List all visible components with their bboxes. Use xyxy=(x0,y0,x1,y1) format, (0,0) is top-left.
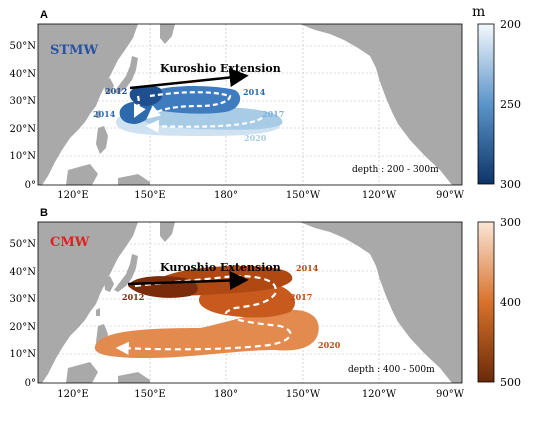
panel-a-land-taiwan xyxy=(96,110,100,118)
panel-b-land-korea xyxy=(104,276,114,292)
panel-b-path xyxy=(115,274,292,355)
panel-a-lat-50: 50°N xyxy=(10,41,37,52)
panel-b-letter: B xyxy=(40,207,48,219)
panel-a-lon-90w: 90°W xyxy=(436,190,465,201)
panel-b-cb-tick-500: 500 xyxy=(500,376,521,389)
panel-a-lon-180: 180° xyxy=(214,190,238,201)
panel-a-land-philippines xyxy=(96,126,108,154)
panel-a-lat-30: 30°N xyxy=(10,96,37,107)
panel-a-land-kamchatka xyxy=(160,24,175,44)
panel-b-lon-labels: 120°E 150°E 180° 150°W 120°W 90°W xyxy=(57,389,464,400)
panel-b-lat-10: 10°N xyxy=(10,349,37,360)
panel-a-colorbar-ticks: 200 250 300 xyxy=(500,18,521,191)
panel-b-lon-180: 180° xyxy=(214,389,238,400)
panel-a-lat-labels: 50°N 40°N 30°N 20°N 10°N 0° xyxy=(10,41,37,191)
panel-b-land-taiwan xyxy=(96,308,100,316)
panel-b-cb-tick-300: 300 xyxy=(500,216,521,229)
panel-a-cb-tick-300: 300 xyxy=(500,178,521,191)
panel-b-kuroshio-arrow xyxy=(127,270,249,291)
panel-b-year-2012: 2012 xyxy=(122,292,144,302)
panel-a-land-newguinea xyxy=(118,174,150,185)
panel-a: A xyxy=(10,4,521,201)
panel-b-land-japan xyxy=(114,254,138,292)
panel-b-colorbar-ticks: 300 400 500 xyxy=(500,216,521,389)
panel-a-lon-labels: 120°E 150°E 180° 150°W 120°W 90°W xyxy=(57,190,464,201)
panel-b-year-2020: 2020 xyxy=(318,340,341,350)
panel-b-land-asia xyxy=(38,222,138,383)
panel-a-depth-label: depth : 200 - 300m xyxy=(352,165,439,175)
panel-a-map xyxy=(38,24,462,185)
panel-a-cb-tick-250: 250 xyxy=(500,98,521,111)
panel-b-lon-120w: 120°W xyxy=(362,389,397,400)
panel-b-lat-labels: 50°N 40°N 30°N 20°N 10°N 0° xyxy=(10,239,37,389)
panel-a-lon-120e: 120°E xyxy=(57,190,88,201)
panel-a-lat-0: 0° xyxy=(25,180,36,191)
panel-a-year-2014-east: 2014 xyxy=(243,87,266,97)
panel-a-land-namerica xyxy=(300,24,462,185)
panel-a-lat-40: 40°N xyxy=(10,69,37,80)
panel-b-lat-40: 40°N xyxy=(10,267,37,278)
panel-a-land-korea xyxy=(104,78,114,94)
panel-b-land-namerica xyxy=(300,222,462,383)
panel-b-blob-2020 xyxy=(94,309,319,358)
panel-b-kuroshio-label: Kuroshio Extension xyxy=(160,261,281,274)
panel-b-frame xyxy=(37,221,463,384)
panel-a-year-2012: 2012 xyxy=(105,86,127,96)
panel-a-lat-20: 20°N xyxy=(10,124,37,135)
panel-a-kuroshio-label: Kuroshio Extension xyxy=(160,62,281,75)
panel-a-lon-120w: 120°W xyxy=(362,190,397,201)
panel-a-kuroshio-arrow xyxy=(129,67,249,90)
panel-b-year-2017: 2017 xyxy=(290,292,312,302)
panel-b-lat-20: 20°N xyxy=(10,322,37,333)
panel-b-year-2014: 2014 xyxy=(296,263,319,273)
panel-a-land-asia xyxy=(38,24,138,185)
panel-a-year-2017: 2017 xyxy=(262,109,284,119)
panel-b-land-newguinea xyxy=(118,372,150,383)
panel-a-colorbar xyxy=(477,23,495,185)
panel-a-land-japan xyxy=(114,56,138,94)
panel-b-colorbar xyxy=(477,221,495,383)
panel-b-land-borneo xyxy=(66,362,98,383)
panel-a-path-2 xyxy=(146,91,232,119)
panel-a-colorbar-unit: m xyxy=(472,4,485,20)
panel-a-letter: A xyxy=(40,9,48,21)
panel-b-land-kamchatka xyxy=(160,222,175,242)
panel-b-lat-30: 30°N xyxy=(10,294,37,305)
panel-b-lon-150w: 150°W xyxy=(286,389,321,400)
panel-a-lon-150e: 150°E xyxy=(134,190,165,201)
panel-b: B xyxy=(10,207,521,400)
panel-a-water-mass-title: STMW xyxy=(50,43,98,58)
panel-b-lon-90w: 90°W xyxy=(436,389,465,400)
panel-b-lat-0: 0° xyxy=(25,378,36,389)
panel-b-water-mass-title: CMW xyxy=(50,235,90,250)
panel-b-lon-150e: 150°E xyxy=(134,389,165,400)
panel-a-cb-tick-200: 200 xyxy=(500,18,521,31)
panel-a-year-2014-west: 2014 xyxy=(93,109,116,119)
panel-b-depth-label: depth : 400 - 500m xyxy=(348,365,435,375)
panel-a-path-1 xyxy=(134,95,146,118)
panel-a-land-borneo xyxy=(66,164,98,185)
panel-b-lat-50: 50°N xyxy=(10,239,37,250)
panel-a-frame xyxy=(37,23,463,186)
panel-b-lon-120e: 120°E xyxy=(57,389,88,400)
panel-a-lat-10: 10°N xyxy=(10,151,37,162)
panel-a-lon-150w: 150°W xyxy=(286,190,321,201)
panel-b-cb-tick-400: 400 xyxy=(500,296,521,309)
panel-a-year-2020: 2020 xyxy=(244,133,267,143)
panel-a-water-mass xyxy=(116,85,283,136)
